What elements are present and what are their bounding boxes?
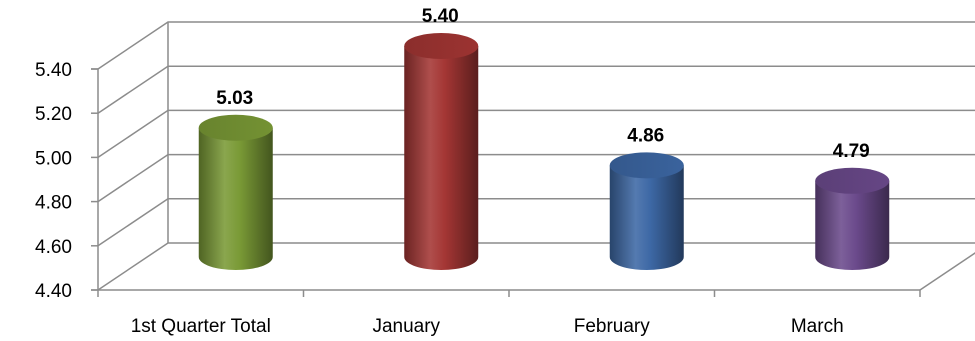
bar-body [609, 165, 684, 270]
y-tick-label: 4.40 [35, 281, 72, 302]
y-tick-label: 4.60 [35, 237, 72, 258]
data-label: 4.86 [627, 125, 664, 146]
y-tick-label: 5.40 [35, 60, 72, 81]
bar-top [815, 167, 890, 194]
y-tick-label: 5.20 [35, 104, 72, 125]
bar-top [404, 33, 479, 59]
gridline [97, 21, 975, 70]
data-label: 5.40 [422, 6, 459, 27]
bar-body [198, 127, 273, 271]
bar [609, 152, 684, 270]
axes [91, 22, 975, 297]
bar [198, 114, 273, 271]
x-tick-label: February [574, 316, 651, 337]
data-label: 5.03 [216, 88, 253, 109]
labels: 4.40 4.60 4.80 5.00 5.20 5.40 5.03 5.40 4.86 4.79… [35, 6, 870, 337]
bars [198, 33, 890, 271]
y-tick-label: 5.00 [35, 148, 72, 169]
x-tick-label: March [791, 316, 844, 337]
bar [815, 167, 890, 270]
bar-body [404, 46, 479, 270]
bar-top [198, 114, 273, 141]
x-tick-label: 1st Quarter Total [131, 316, 271, 337]
bar [404, 33, 479, 270]
bar-top [609, 152, 684, 179]
data-label: 4.79 [833, 141, 870, 162]
bar-body [815, 180, 890, 270]
x-tick-label: January [372, 316, 440, 337]
y-tick-label: 4.80 [35, 193, 72, 214]
floor-right-edge [919, 252, 975, 291]
